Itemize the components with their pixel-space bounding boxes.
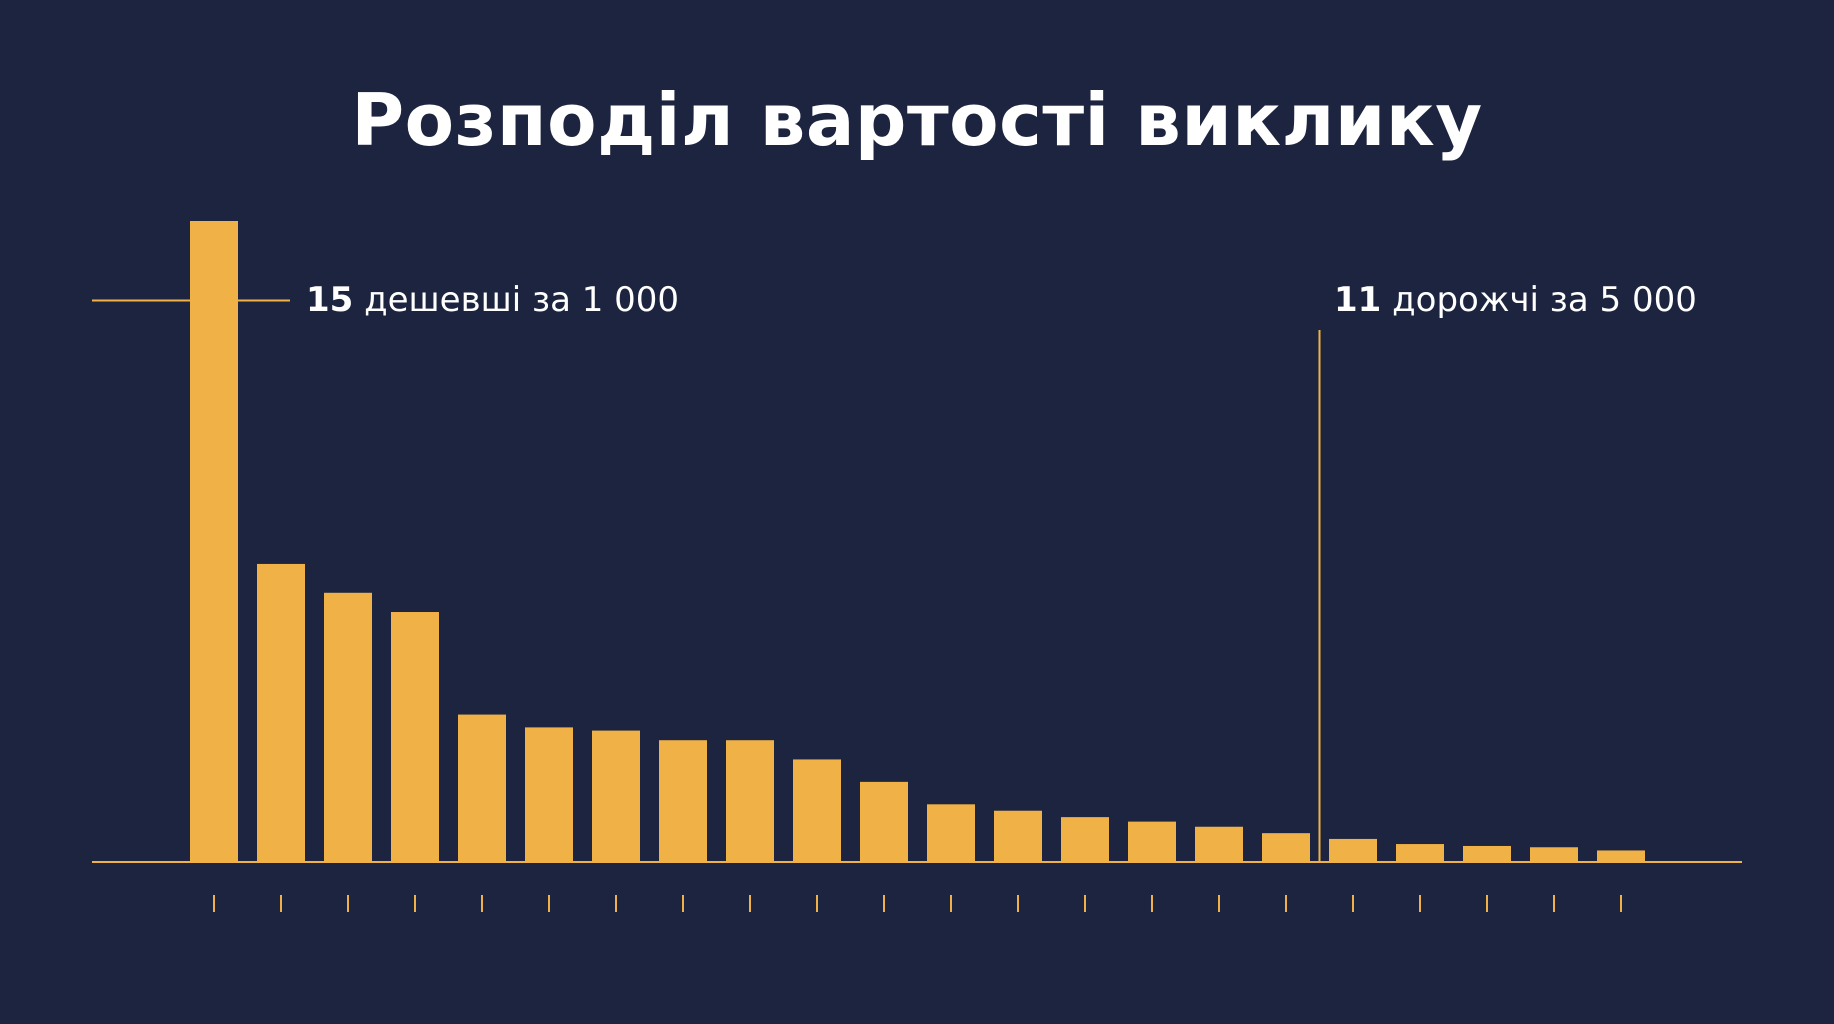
bar-9 [726,740,774,862]
bar-19 [1396,844,1444,862]
bar-5 [458,714,506,862]
bar-7 [592,730,640,862]
bar-11 [860,781,908,862]
bar-4 [391,612,439,862]
annotation-pricier-label: 11 дорожчі за 5 000 [1334,280,1697,320]
bar-1 [190,221,238,862]
bar-20 [1463,845,1511,862]
bars-layer [190,221,1645,862]
bar-15 [1128,821,1176,862]
bar-3 [324,592,372,862]
annotation-pricier-count: 11 [1334,280,1382,320]
bar-22 [1597,850,1645,862]
bar-16 [1195,826,1243,862]
annotation-cheaper-text: дешевші за 1 000 [353,280,680,320]
bar-17 [1262,833,1310,862]
bar-14 [1061,817,1109,862]
bar-13 [994,810,1042,862]
annotation-cheaper-label: 15 дешевші за 1 000 [306,280,679,320]
annotation-pricier-text: дорожчі за 5 000 [1381,280,1697,320]
bar-6 [525,727,573,862]
annotation-cheaper-count: 15 [306,280,354,320]
chart-title: Розподіл вартості виклику [351,78,1483,162]
bar-21 [1530,847,1578,862]
bar-8 [659,740,707,862]
bar-12 [927,804,975,862]
bar-10 [793,759,841,862]
bar-18 [1329,838,1377,862]
ticks-layer [213,895,1622,912]
bar-2 [257,563,305,862]
